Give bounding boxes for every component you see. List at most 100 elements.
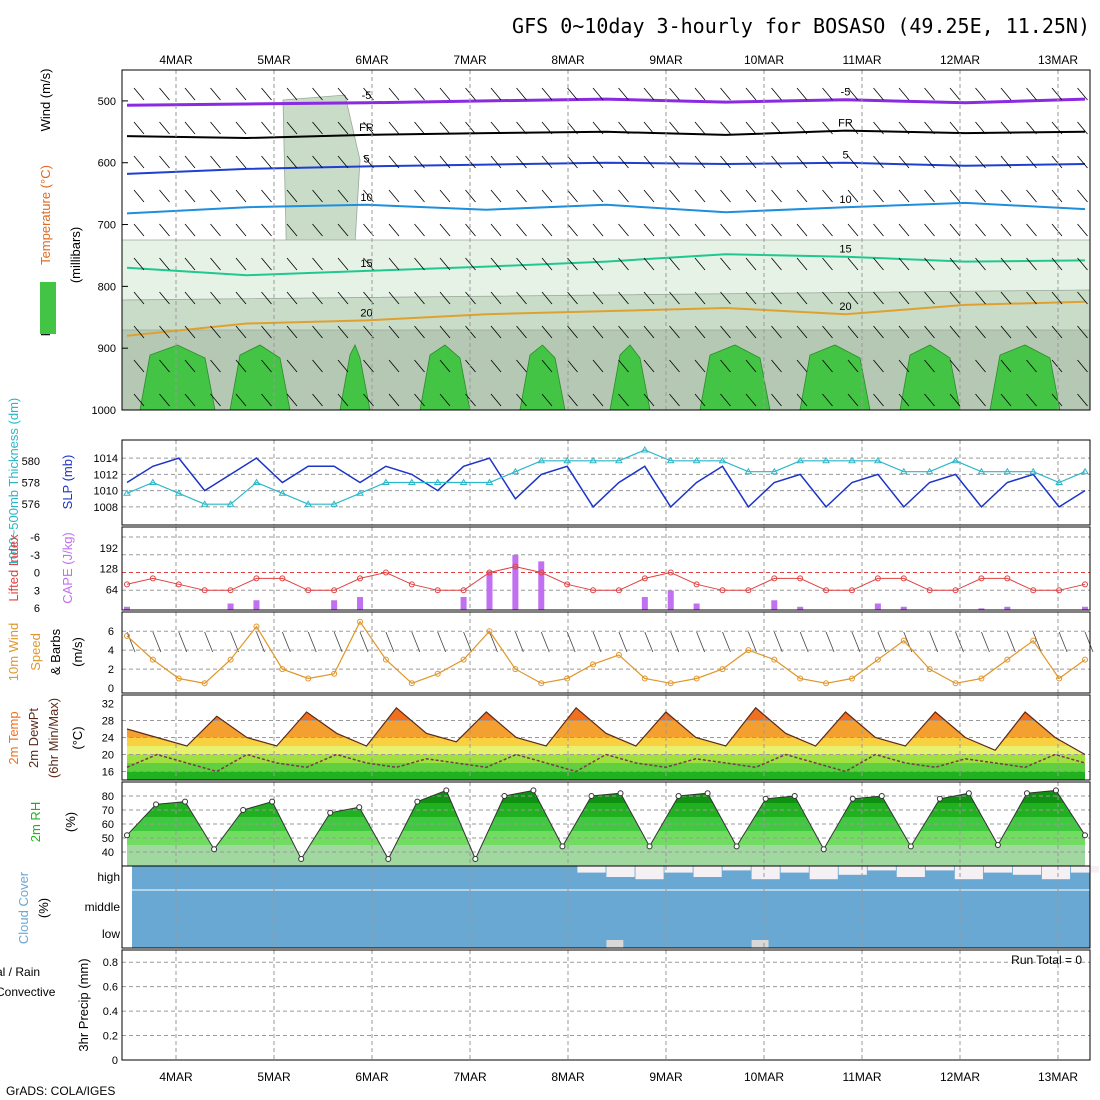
wind-speed-marker <box>693 675 700 682</box>
wind-barb <box>261 155 272 169</box>
surface-wind-barb <box>333 631 343 653</box>
rh2m-marker <box>530 787 537 794</box>
wind-barb <box>975 223 986 237</box>
cloud-level-label: high <box>97 870 120 884</box>
wind-barb <box>669 223 680 237</box>
wind-barb <box>643 155 655 169</box>
wind-barb <box>822 393 833 407</box>
wind-barb <box>847 87 859 101</box>
lifted-index-marker <box>149 575 156 582</box>
rh2m-marker <box>936 795 943 802</box>
wind-barb <box>235 359 247 373</box>
wind-barb <box>210 393 221 407</box>
wind-barb <box>312 325 323 339</box>
wind-barb <box>669 257 680 271</box>
wind-speed-marker <box>1056 675 1063 682</box>
rh2m-marker <box>559 843 566 850</box>
wind-barb <box>1026 325 1037 339</box>
cape-bar <box>1004 606 1011 610</box>
thickness-tick-label: 578 <box>22 478 40 490</box>
wind-barb <box>669 359 680 373</box>
wind-barb <box>516 189 527 203</box>
wind-barb <box>235 223 247 237</box>
wind-barb <box>796 223 808 237</box>
wind-barb <box>337 325 349 339</box>
wind-barb <box>184 325 196 339</box>
wind-barb <box>745 359 757 373</box>
wind-barb <box>133 155 145 169</box>
wind-barb <box>924 291 935 305</box>
slp-line <box>126 457 1086 509</box>
wind-barb <box>796 393 808 407</box>
date-label-top: 4MAR <box>159 53 193 67</box>
wind-barb <box>363 359 374 373</box>
wind-barb <box>1026 291 1037 305</box>
wind-barb <box>235 189 247 203</box>
wind-barb <box>924 87 935 101</box>
rh2m-marker <box>211 846 218 853</box>
wind-barb <box>771 291 782 305</box>
rh2m-marker <box>1082 832 1088 839</box>
wind-barb <box>898 291 910 305</box>
isotherm-line <box>126 201 1086 215</box>
high-cloud-gap <box>606 866 635 877</box>
pressure-tick-label: 600 <box>98 158 116 170</box>
wind-barb <box>592 291 604 305</box>
high-cloud-gap <box>925 866 954 871</box>
lifted-index-marker <box>408 581 415 588</box>
wind-barb <box>694 189 706 203</box>
pressure-units-label: (millibars) <box>68 227 83 283</box>
wind-speed-marker <box>874 656 881 663</box>
wind-barb <box>618 325 629 339</box>
wind-barb <box>541 121 553 135</box>
wind-barb <box>694 325 706 339</box>
wind-barb <box>618 155 629 169</box>
wind-barb <box>541 325 553 339</box>
wind-barb <box>337 87 349 101</box>
wind-barb <box>771 393 782 407</box>
cape-tick-label: 64 <box>106 584 118 596</box>
wind-barb <box>924 359 935 373</box>
high-cloud-gap <box>693 866 722 877</box>
lifted-index-marker <box>978 575 985 582</box>
wind-barb <box>490 223 502 237</box>
wind-barb <box>592 121 604 135</box>
wind-speed-marker <box>486 628 493 635</box>
wind-barb <box>439 359 451 373</box>
precip-tick-label: 0.4 <box>103 1006 118 1018</box>
wind-barb <box>847 223 859 237</box>
lifted-index-marker <box>952 587 959 594</box>
wind-barb <box>618 393 629 407</box>
wind-barb <box>694 257 706 271</box>
wind-barb <box>159 189 170 203</box>
dewpoint-line <box>126 753 1086 773</box>
wind-barb <box>1000 121 1012 135</box>
surface-wind-barb <box>463 631 472 653</box>
date-label-top: 13MAR <box>1038 53 1078 67</box>
wind-barb <box>975 393 986 407</box>
lifted-index-marker <box>253 575 260 582</box>
thickness-marker <box>925 467 934 475</box>
wind-barb <box>822 359 833 373</box>
cloud-level-label: middle <box>85 900 121 914</box>
wind-barb <box>720 223 731 237</box>
wind-speed-marker <box>279 666 286 673</box>
rh2m-marker <box>907 843 914 850</box>
date-label-bottom: 13MAR <box>1038 1070 1078 1084</box>
wind-barb <box>1026 223 1037 237</box>
wind-axis-label: Wind (m/s) <box>38 69 53 132</box>
high-cloud-gap <box>722 866 751 871</box>
wind-barb <box>898 223 910 237</box>
surface-wind-barb <box>515 631 524 653</box>
wind-barb <box>1026 257 1037 271</box>
surface-wind-barb <box>748 631 757 653</box>
thickness-marker <box>459 478 468 485</box>
panel-frame <box>121 439 1091 526</box>
wind-speed-marker <box>823 680 830 687</box>
high-cloud-gap <box>896 866 925 877</box>
rh2m-marker <box>994 842 1001 848</box>
wind-barb <box>286 257 298 271</box>
wind-barb <box>439 223 451 237</box>
wind-barb <box>618 223 629 237</box>
pressure-tick-label: 800 <box>98 281 116 293</box>
